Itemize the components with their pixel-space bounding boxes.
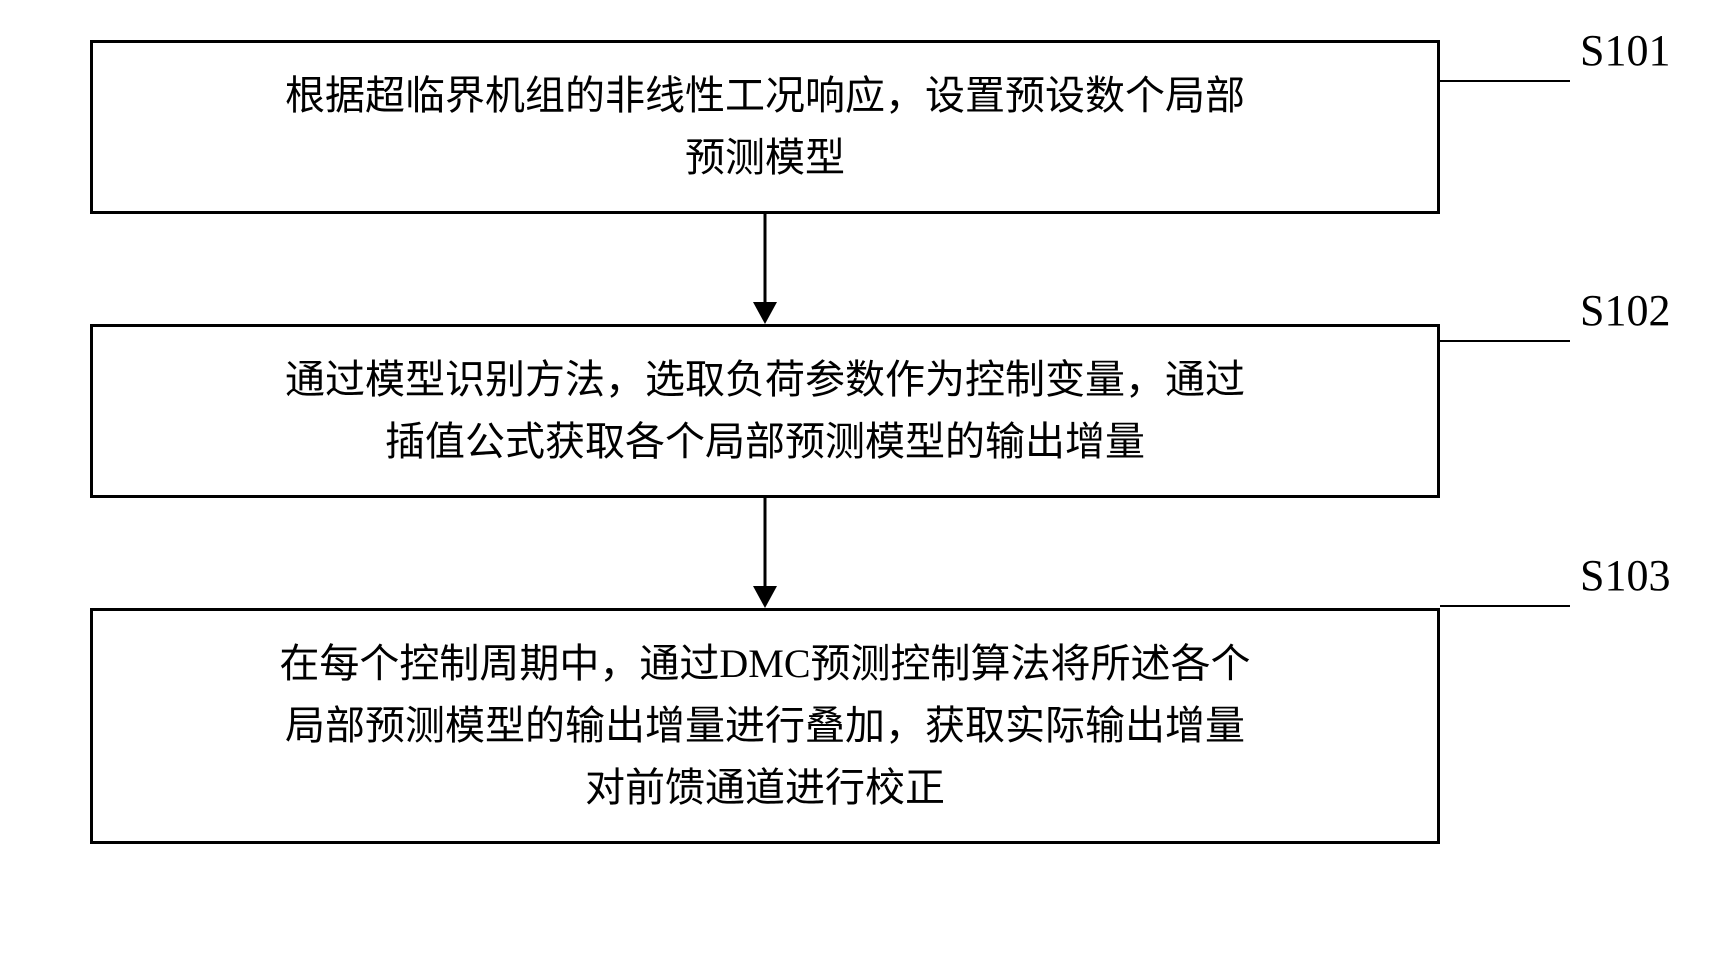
arrow-line (764, 498, 767, 590)
step-label-s103: S103 (1580, 550, 1670, 601)
box-text-line: 插值公式获取各个局部预测模型的输出增量 (385, 419, 1145, 464)
flowchart-box-s101: 根据超临界机组的非线性工况响应，设置预设数个局部 预测模型 (90, 40, 1440, 214)
box-text-line: 预测模型 (685, 135, 845, 180)
arrow-s102-s103 (90, 498, 1440, 608)
connector-line (1440, 340, 1570, 342)
box-text-line: 对前馈通道进行校正 (585, 765, 945, 810)
box-text-line: 局部预测模型的输出增量进行叠加，获取实际输出增量 (285, 703, 1245, 748)
box-text-line: 通过模型识别方法，选取负荷参数作为控制变量，通过 (285, 357, 1245, 402)
arrow-line (764, 214, 767, 306)
flowchart-container: 根据超临界机组的非线性工况响应，设置预设数个局部 预测模型 S101 通过模型识… (90, 40, 1630, 844)
box-text-line: 根据超临界机组的非线性工况响应，设置预设数个局部 (285, 73, 1245, 118)
arrow-s101-s102 (90, 214, 1440, 324)
flowchart-box-s102: 通过模型识别方法，选取负荷参数作为控制变量，通过 插值公式获取各个局部预测模型的… (90, 324, 1440, 498)
arrow-head-icon (753, 302, 777, 324)
connector-line (1440, 80, 1570, 82)
flowchart-box-s103: 在每个控制周期中，通过DMC预测控制算法将所述各个 局部预测模型的输出增量进行叠… (90, 608, 1440, 844)
arrow-head-icon (753, 586, 777, 608)
step-label-s101: S101 (1580, 25, 1670, 76)
connector-line (1440, 605, 1570, 607)
box-text-line: 在每个控制周期中，通过DMC预测控制算法将所述各个 (279, 641, 1250, 686)
step-label-s102: S102 (1580, 285, 1670, 336)
